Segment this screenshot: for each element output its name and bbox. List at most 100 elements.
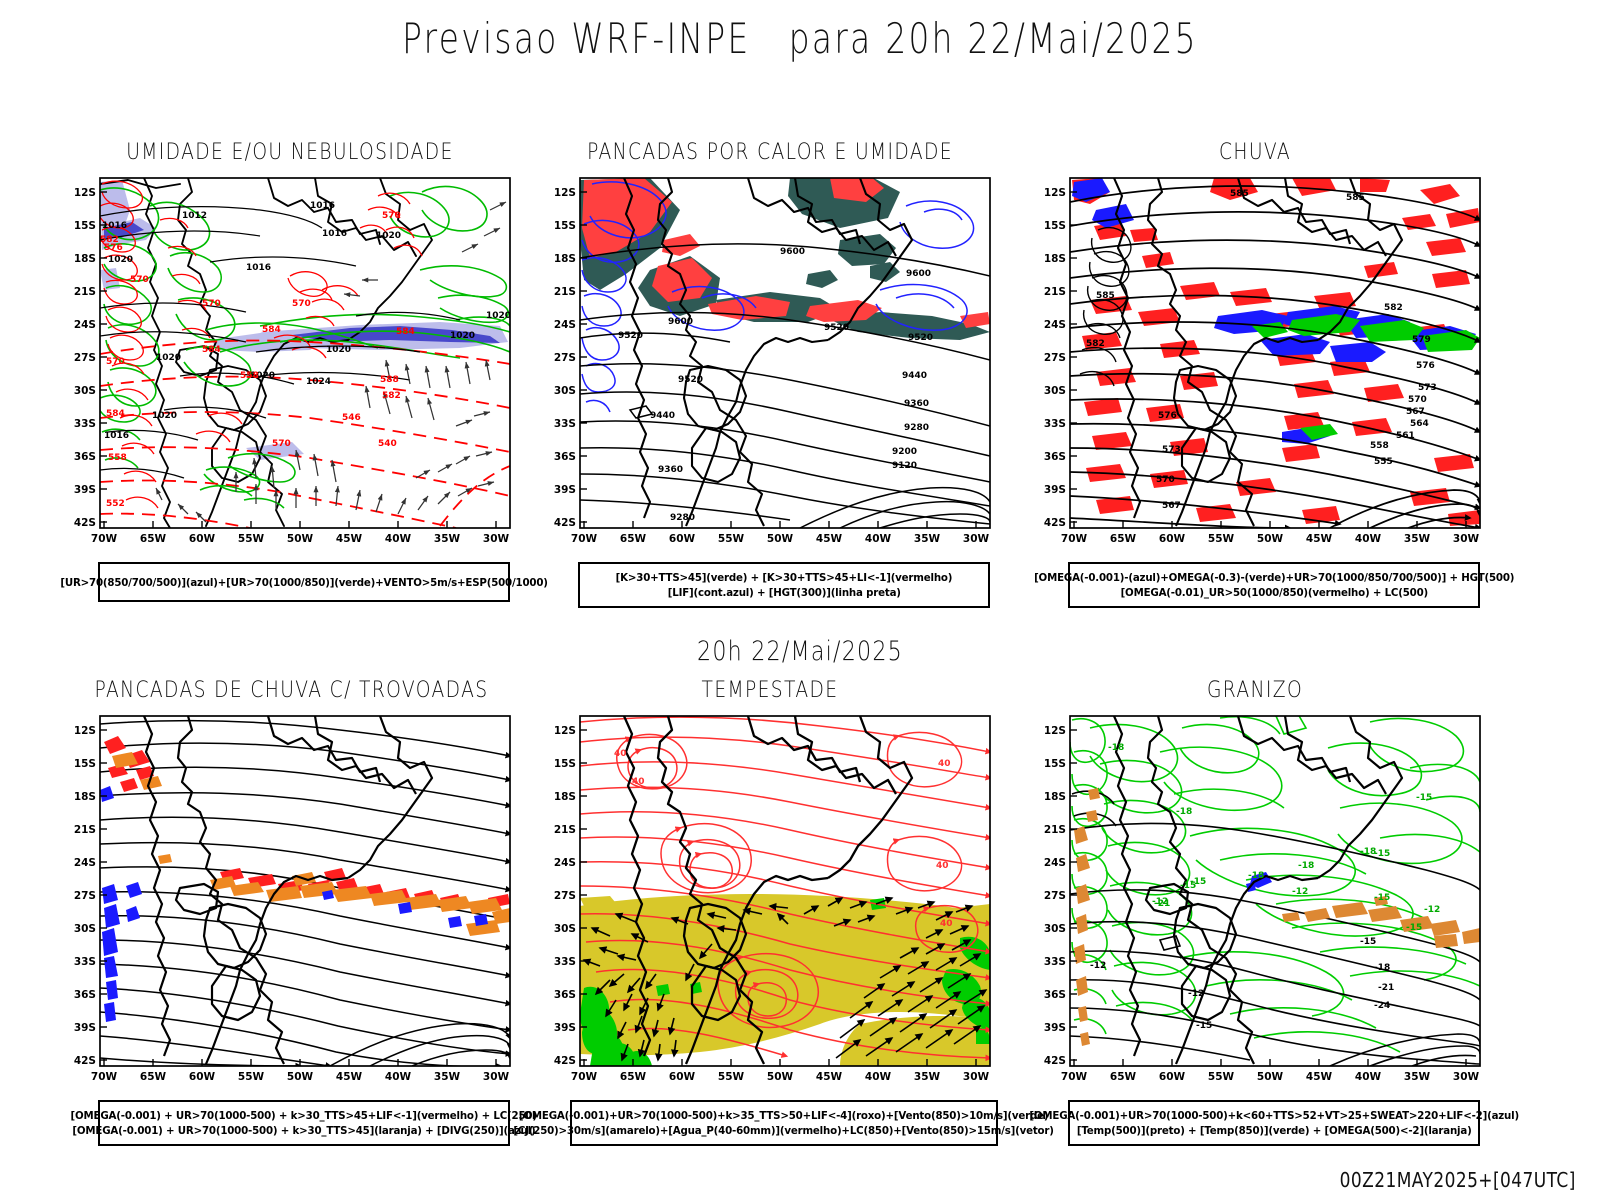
svg-text:27S: 27S: [554, 890, 576, 902]
svg-text:1020: 1020: [152, 411, 177, 421]
caption-line: [OMEGA(-0.001)+UR>70(1000-500)+k>35_TTS>…: [519, 1109, 1049, 1122]
svg-text:9360: 9360: [904, 399, 929, 409]
svg-text:1020: 1020: [376, 231, 401, 241]
map-svg-chuva: 585 585 582 579 576 573 570 567 564 561 558 55…: [1030, 170, 1490, 560]
svg-text:40: 40: [632, 777, 645, 787]
svg-text:45W: 45W: [1306, 533, 1333, 545]
svg-text:42S: 42S: [74, 517, 96, 529]
panel-umidade: UMIDADE E/OU NEBULOSIDADE: [60, 140, 548, 610]
map-umidade: 1012 1016 1016 1016 1016 1020 1020 1020 1024…: [60, 170, 520, 560]
svg-text:50W: 50W: [767, 1071, 794, 1083]
svg-text:30S: 30S: [554, 385, 576, 397]
svg-text:30S: 30S: [1044, 923, 1066, 935]
svg-text:12S: 12S: [74, 725, 96, 737]
svg-text:558: 558: [108, 453, 127, 463]
svg-text:60W: 60W: [1159, 1071, 1186, 1083]
svg-text:24S: 24S: [74, 319, 96, 331]
svg-text:582: 582: [1384, 303, 1403, 313]
caption-line: [K>30+TTS>45](verde) + [K>30+TTS>45+LI<-…: [615, 571, 953, 584]
svg-text:588: 588: [380, 375, 399, 385]
svg-text:21S: 21S: [74, 824, 96, 836]
svg-text:65W: 65W: [140, 1071, 167, 1083]
svg-text:-15: -15: [1180, 881, 1196, 891]
panel-title-tempestade: TEMPESTADE: [701, 678, 839, 703]
svg-text:18S: 18S: [74, 253, 96, 265]
svg-text:55W: 55W: [238, 533, 265, 545]
svg-text:15S: 15S: [554, 220, 576, 232]
svg-text:60W: 60W: [1159, 533, 1186, 545]
svg-text:35W: 35W: [434, 533, 461, 545]
svg-text:30W: 30W: [963, 1071, 990, 1083]
svg-text:40: 40: [938, 759, 951, 769]
svg-text:60W: 60W: [669, 533, 696, 545]
svg-text:-21: -21: [1154, 899, 1170, 909]
svg-text:-15: -15: [1374, 849, 1390, 859]
svg-text:1016: 1016: [322, 229, 347, 239]
svg-text:27S: 27S: [1044, 352, 1066, 364]
middle-date-label: 20h 22/Mai/2025: [697, 636, 903, 667]
svg-text:39S: 39S: [74, 484, 96, 496]
map-svg-tempestade: 40 40 40 40 40 12S 15S 18S 21S 24S 27S 30S 33S…: [540, 708, 1000, 1098]
map-granizo: -12 -12 -15 -15 -18 -21 -24 -18 -18 -18 -18 -…: [1030, 708, 1490, 1098]
svg-text:27S: 27S: [74, 352, 96, 364]
svg-text:40W: 40W: [1355, 1071, 1382, 1083]
svg-text:35W: 35W: [1404, 533, 1431, 545]
caption-pancadas-trovoadas: [OMEGA(-0.001) + UR>70(1000-500) + k>30_…: [71, 1100, 537, 1146]
map-tempestade: 40 40 40 40 40 12S 15S 18S 21S 24S 27S 30S 33S…: [540, 708, 1000, 1098]
svg-text:546: 546: [342, 413, 361, 423]
svg-text:-18: -18: [1360, 847, 1376, 857]
svg-text:567: 567: [1406, 407, 1425, 417]
caption-line: [UR>70(850/700/500)](azul)+[UR>70(1000/8…: [60, 575, 548, 589]
svg-text:55W: 55W: [1208, 1071, 1235, 1083]
svg-text:9360: 9360: [658, 465, 683, 475]
svg-text:21S: 21S: [554, 824, 576, 836]
map-svg-umidade: 1012 1016 1016 1016 1016 1020 1020 1020 1024…: [60, 170, 520, 560]
svg-text:585: 585: [1230, 189, 1249, 199]
svg-text:35W: 35W: [434, 1071, 461, 1083]
svg-text:50W: 50W: [1257, 533, 1284, 545]
svg-text:39S: 39S: [554, 1022, 576, 1034]
caption-tempestade: [OMEGA(-0.001)+UR>70(1000-500)+k>35_TTS>…: [514, 1100, 1054, 1146]
svg-text:582: 582: [1086, 339, 1105, 349]
svg-text:9600: 9600: [780, 247, 805, 257]
svg-text:35W: 35W: [914, 533, 941, 545]
panel-granizo: GRANIZO: [1020, 678, 1519, 1148]
svg-text:12S: 12S: [74, 187, 96, 199]
panel-title-chuva: CHUVA: [1218, 140, 1291, 165]
svg-text:33S: 33S: [74, 956, 96, 968]
svg-text:30S: 30S: [74, 385, 96, 397]
svg-text:30W: 30W: [1453, 1071, 1480, 1083]
map-svg-granizo: -12-12 -15-15 -18-21 -24 -18-18 -18-18 -…: [1030, 708, 1490, 1098]
map-pancadas-calor: 9600 9600 9600 9520 9520 9520 9440 9440 9360…: [540, 170, 1000, 560]
map-svg-pancadas-calor: 9600 9600 9600 9520 9520 9520 9440 9440 9360…: [540, 170, 1000, 560]
svg-text:-21: -21: [1378, 983, 1394, 993]
svg-text:30W: 30W: [1453, 533, 1480, 545]
svg-text:1020: 1020: [250, 371, 275, 381]
svg-text:1012: 1012: [182, 211, 207, 221]
svg-text:570: 570: [1408, 395, 1427, 405]
run-timestamp: 00Z21MAY2025+[047UTC]: [1339, 1168, 1576, 1192]
svg-text:60W: 60W: [189, 1071, 216, 1083]
panel-pancadas-trovoadas: PANCADAS DE CHUVA C/ TROVOADAS: [60, 678, 537, 1148]
caption-line: [OMEGA(-0.001) + UR>70(1000-500) + k>30_…: [70, 1109, 538, 1122]
svg-text:584: 584: [202, 345, 221, 355]
caption-line: [OMEGA(-0.001)+UR>70(1000-500)+k<60+TTS>…: [1029, 1109, 1519, 1122]
svg-text:65W: 65W: [140, 533, 167, 545]
svg-text:70W: 70W: [1061, 533, 1088, 545]
svg-text:540: 540: [378, 439, 397, 449]
svg-text:576: 576: [1158, 411, 1177, 421]
svg-text:584: 584: [396, 327, 415, 337]
svg-text:35W: 35W: [914, 1071, 941, 1083]
svg-text:-15: -15: [1196, 1021, 1212, 1031]
svg-text:12S: 12S: [1044, 725, 1066, 737]
svg-text:576: 576: [1416, 361, 1435, 371]
panel-title-umidade: UMIDADE E/OU NEBULOSIDADE: [126, 140, 454, 165]
svg-text:1016: 1016: [310, 201, 335, 211]
svg-text:1020: 1020: [486, 311, 511, 321]
svg-text:564: 564: [1410, 419, 1429, 429]
svg-text:40W: 40W: [1355, 533, 1382, 545]
svg-text:40: 40: [940, 919, 953, 929]
svg-text:12S: 12S: [554, 187, 576, 199]
svg-text:570: 570: [130, 275, 149, 285]
svg-text:570: 570: [106, 357, 125, 367]
